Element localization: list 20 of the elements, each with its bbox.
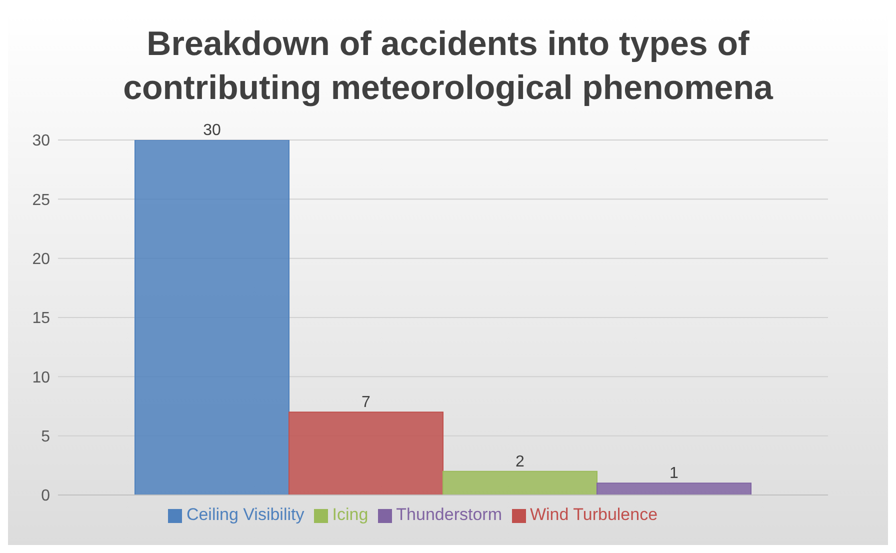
bar (442, 470, 598, 495)
y-tick-label: 25 (32, 192, 50, 209)
legend-label: Wind Turbulence (530, 505, 658, 524)
y-tick-label: 15 (32, 310, 50, 328)
y-tick-label: 30 (32, 132, 50, 150)
y-tick-label: 0 (41, 488, 50, 505)
data-label: 1 (670, 465, 679, 482)
data-label: 7 (362, 394, 371, 412)
legend-label: Icing (332, 505, 368, 524)
bar (596, 482, 752, 495)
bar (134, 140, 290, 495)
legend-label: Ceiling Visibility (186, 505, 304, 524)
data-label: 30 (203, 122, 221, 139)
y-tick-label: 10 (32, 369, 50, 386)
bar (288, 412, 444, 495)
chart-title: Breakdown of accidents into types of contributing meteorological phenomena (122, 24, 774, 109)
y-tick-label: 5 (41, 428, 50, 446)
y-tick-label: 20 (32, 251, 50, 268)
legend-label: Thunderstorm (396, 505, 502, 524)
data-label: 2 (516, 453, 525, 470)
